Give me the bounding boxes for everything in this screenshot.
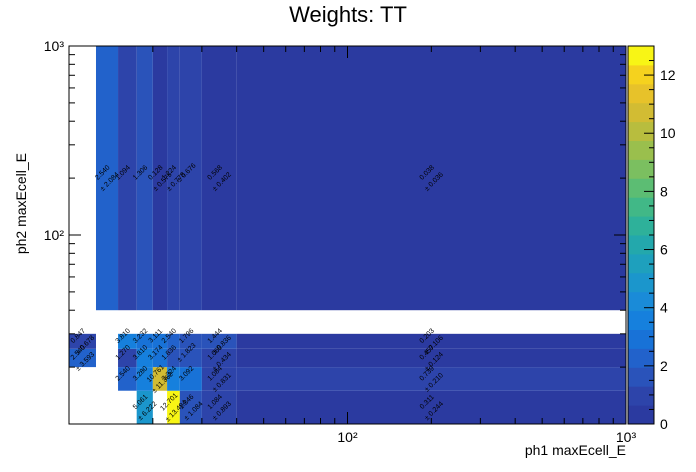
heatmap-cell [167,390,180,424]
heatmap-cell [69,348,96,368]
colorbar-band [628,178,654,198]
y-tick-label: 10² [44,227,65,243]
heatmap-cell [179,333,202,349]
colorbar-band [628,121,654,141]
y-tick-label: 10³ [44,38,65,54]
colorbar-band [628,348,654,368]
colorbar-band [628,386,654,406]
heatmap-cell [152,333,168,349]
chart-title: Weights: TT [289,2,407,27]
heatmap-cell [201,333,237,349]
heatmap-cell [136,348,153,368]
heatmap-cell [236,348,626,368]
colorbar-band [628,197,654,217]
heatmap-cell [118,348,137,368]
heatmap-cell [236,46,626,311]
y-axis-ticks: 10² 10³ [44,38,626,425]
colorbar-band [628,216,654,236]
x-axis-label: ph1 maxEcell_E [525,442,626,458]
colorbar-band [628,253,654,274]
heatmap-cell [167,367,180,391]
colorbar-tick-label: 10 [660,125,676,141]
colorbar-band [628,291,654,312]
y-axis-label: ph2 maxEcell_E [13,153,29,254]
heatmap-cell [201,348,237,368]
heatmap-cell [118,46,137,311]
colorbar: 0 2 4 6 8 10 12 [627,45,676,432]
colorbar-band [628,367,654,387]
heatmap-cell [167,348,180,368]
colorbar-tick-label: 2 [660,358,668,374]
heatmap-cell [179,348,202,368]
colorbar-band [628,159,654,179]
heatmap-cell [201,46,237,311]
heatmap-cell [201,390,237,424]
heatmap-cell [152,46,168,311]
colorbar-band [628,83,654,104]
heatmap-cell [152,348,168,368]
heatmap-cell [179,367,202,391]
colorbar-band [628,46,654,66]
x-tick-label: 10³ [616,429,637,445]
heatmap-cells [69,46,626,424]
heatmap-cell [179,46,202,311]
heatmap-cell [236,367,626,391]
heatmap-cell [95,46,119,311]
heatmap-cell [236,333,626,349]
heatmap-cell [179,390,202,424]
colorbar-tick-label: 12 [660,67,676,83]
colorbar-band [628,329,654,349]
heatmap-cell [69,333,96,349]
heatmap-cell [118,367,137,391]
heatmap-cell [201,367,237,391]
colorbar-tick-label: 8 [660,183,668,199]
colorbar-tick-label: 0 [660,416,668,432]
x-tick-label: 10² [337,429,358,445]
colorbar-band [628,272,654,293]
colorbar-band [628,310,654,330]
heatmap-cell [136,390,153,424]
heatmap-cell [152,367,168,391]
colorbar-band [628,235,654,255]
colorbar-band [628,102,654,123]
heatmap-cell [136,46,153,311]
heatmap-cell [136,367,153,391]
heatmap-cell [167,333,180,349]
colorbar-band [628,64,654,85]
heatmap-cell [136,333,153,349]
colorbar-tick-label: 6 [660,242,668,258]
colorbar-band [628,405,654,425]
colorbar-tick-label: 4 [660,300,668,316]
heatmap-cell [118,333,137,349]
heatmap-cell [167,46,180,311]
x-axis-ticks: 10² 10³ [68,46,637,445]
colorbar-band [628,140,654,160]
